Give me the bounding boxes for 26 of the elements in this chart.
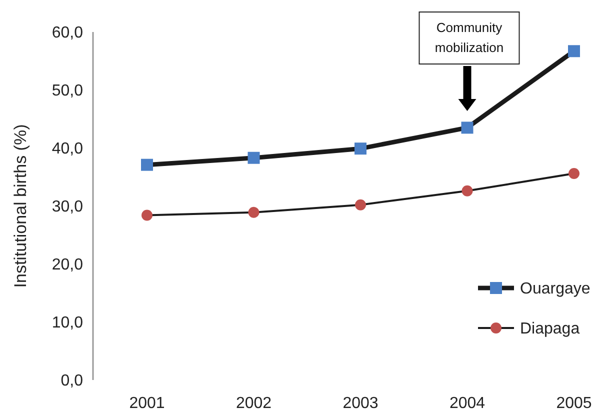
y-tick-label: 20,0 [52,256,84,274]
x-tick-label: 2004 [449,395,486,412]
annotation: Community mobilization [434,20,504,55]
point [248,152,260,164]
x-tick-label: 2005 [556,395,592,412]
x-tick-label: 2003 [342,395,378,412]
x-tick-label: 2002 [236,395,272,412]
y-tick-label: 50,0 [52,82,84,100]
y-tick-label: 10,0 [52,314,84,332]
point [354,142,366,155]
point [568,168,580,180]
point [355,199,366,210]
y-tick-label: 40,0 [52,140,84,158]
point [462,185,473,196]
point [142,210,152,221]
point [248,206,260,218]
y-tick-label: 60,0 [52,24,84,42]
point [141,158,153,171]
legend-label: Diapaga [520,320,580,338]
legend-label: Ouargaye [520,280,590,298]
y-axis-title: Institutional births (%) [11,124,30,288]
point [461,122,474,134]
x-tick-label: 2001 [129,395,165,412]
y-tick-label: 30,0 [52,198,84,216]
y-tick-label: 0,0 [60,372,84,390]
point [568,45,580,58]
